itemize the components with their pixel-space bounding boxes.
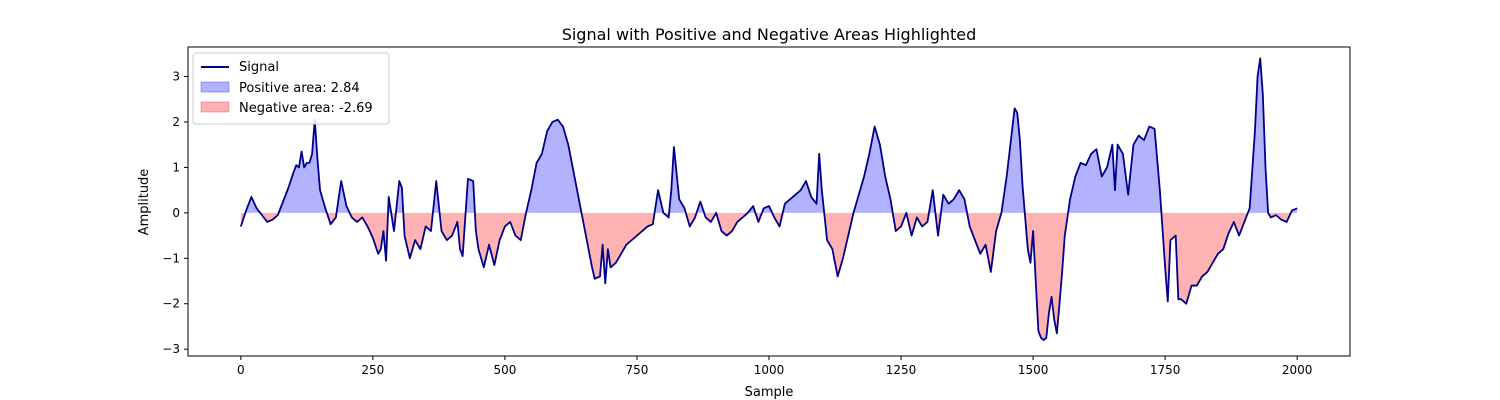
- chart-title: Signal with Positive and Negative Areas …: [562, 25, 977, 44]
- x-axis: 0 250 500 750 1000 1250 1500 1750 2000: [237, 356, 1312, 377]
- legend-label-signal: Signal: [239, 60, 279, 75]
- fill-layer: [240, 58, 1298, 341]
- x-tick-label: 500: [493, 363, 516, 377]
- x-tick-label: 750: [626, 363, 649, 377]
- x-axis-label: Sample: [745, 385, 794, 400]
- x-tick-label: 2000: [1282, 363, 1313, 377]
- legend-box: [192, 52, 390, 125]
- x-tick-label: 1000: [754, 363, 785, 377]
- x-tick-label: 0: [237, 363, 245, 377]
- y-tick-label: 2: [172, 115, 180, 129]
- y-tick-label: 0: [172, 206, 180, 220]
- y-tick-label: −2: [162, 297, 180, 311]
- x-tick-label: 1250: [886, 363, 917, 377]
- y-tick-label: 1: [172, 160, 180, 174]
- y-axis-label: Amplitude: [137, 169, 152, 236]
- legend-patch-positive: [200, 81, 230, 93]
- legend: Signal Positive area: 2.84 Negative area…: [192, 52, 390, 125]
- line-layer: [239, 57, 1298, 341]
- x-tick-label: 1500: [1018, 363, 1049, 377]
- y-tick-label: −3: [162, 342, 180, 356]
- x-tick-label: 250: [361, 363, 384, 377]
- y-tick-label: −1: [162, 251, 180, 265]
- x-tick-label: 1750: [1150, 363, 1181, 377]
- y-axis: −3 −2 −1 0 1 2 3: [162, 70, 188, 356]
- negative-area: [240, 212, 1298, 341]
- legend-label-negative: Negative area: -2.69: [239, 101, 373, 116]
- legend-patch-negative: [200, 101, 230, 113]
- legend-label-positive: Positive area: 2.84: [239, 81, 360, 96]
- signal-line: [239, 57, 1298, 341]
- y-tick-label: 3: [172, 70, 180, 84]
